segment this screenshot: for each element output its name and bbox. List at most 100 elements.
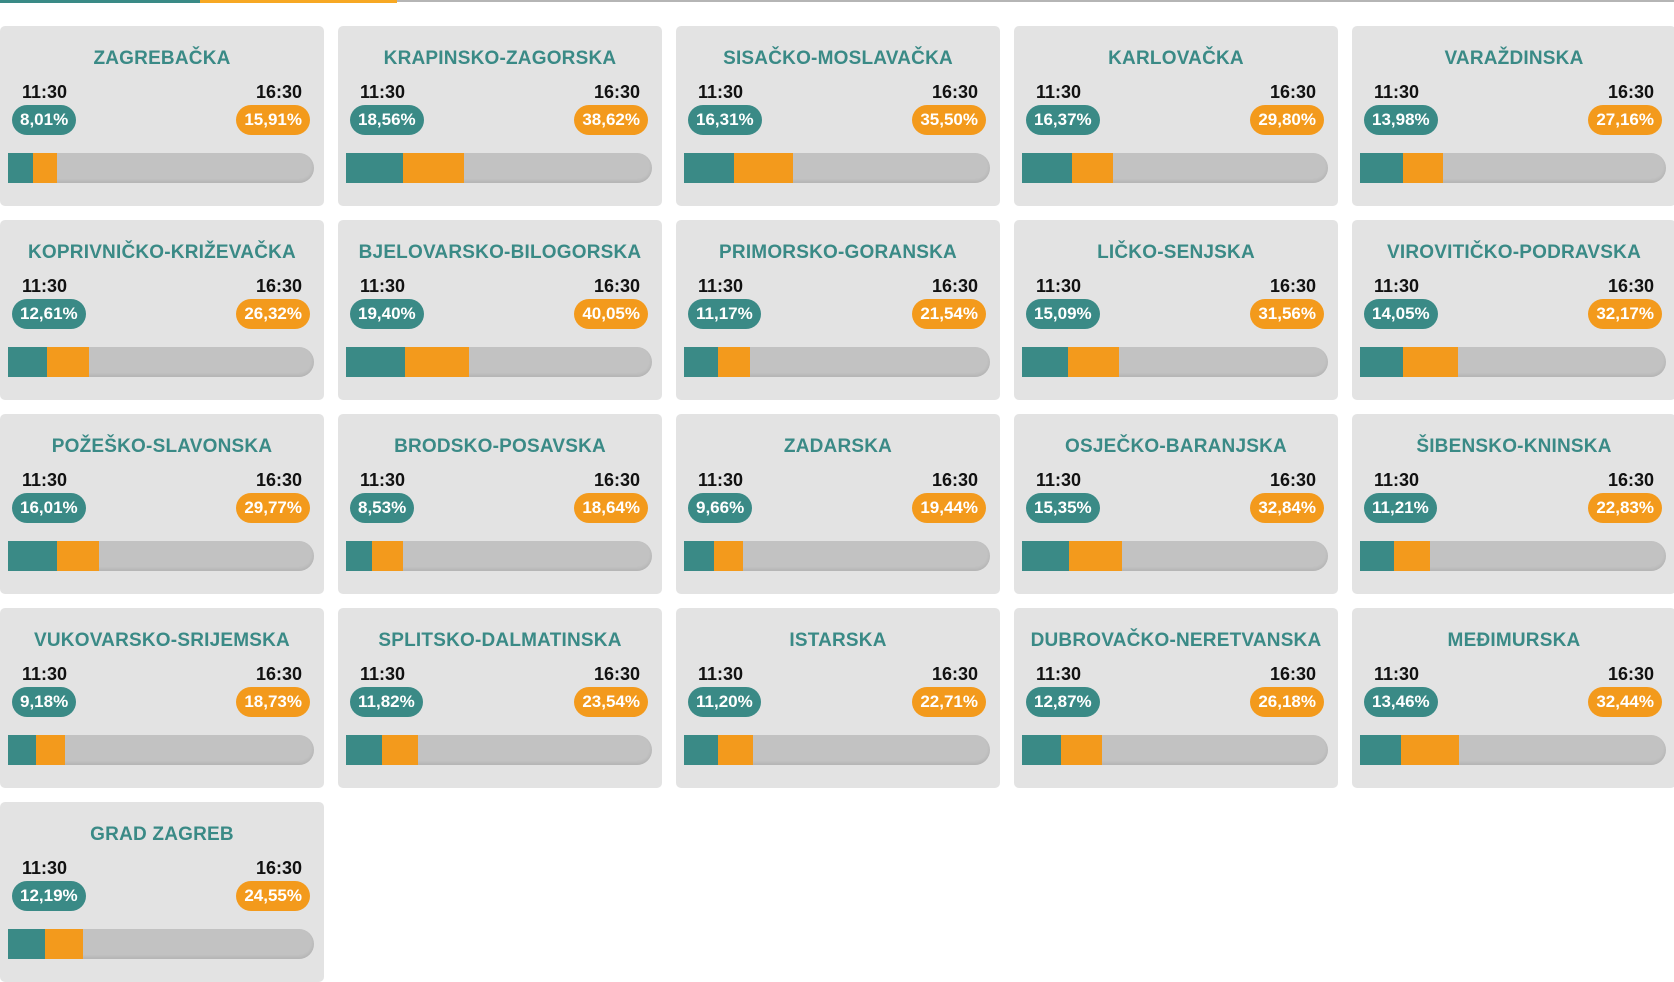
county-name: POŽEŠKO-SLAVONSKA xyxy=(51,436,273,457)
county-card: KRAPINSKO-ZAGORSKA 11:30 16:30 18,56% 38… xyxy=(338,26,662,206)
turnout-badge-early: 12,87% xyxy=(1026,687,1100,717)
turnout-bar-early xyxy=(8,929,46,959)
county-name: KARLOVAČKA xyxy=(1108,48,1244,69)
time-label-early: 11:30 xyxy=(22,82,68,102)
time-label-late: 16:30 xyxy=(1269,664,1316,684)
county-card: VIROVITIČKO-PODRAVSKA 11:30 16:30 14,05%… xyxy=(1352,220,1674,400)
time-label-early: 11:30 xyxy=(22,276,68,296)
turnout-bar-early xyxy=(1022,541,1069,571)
county-name: DUBROVAČKO-NERETVANSKA xyxy=(1030,630,1322,651)
time-label-late: 16:30 xyxy=(931,276,978,296)
turnout-badge-early: 14,05% xyxy=(1364,299,1438,329)
turnout-progress-bar xyxy=(1360,347,1666,377)
time-label-early: 11:30 xyxy=(1036,664,1082,684)
turnout-progress-bar xyxy=(684,153,990,183)
time-label-early: 11:30 xyxy=(698,276,744,296)
turnout-bar-early xyxy=(346,153,403,183)
county-card: LIČKO-SENJSKA 11:30 16:30 15,09% 31,56% xyxy=(1014,220,1338,400)
turnout-badge-late: 40,05% xyxy=(574,299,648,329)
county-card: KARLOVAČKA 11:30 16:30 16,37% 29,80% xyxy=(1014,26,1338,206)
turnout-badge-early: 9,18% xyxy=(12,687,77,717)
turnout-progress-bar xyxy=(8,153,314,183)
turnout-progress-bar xyxy=(684,541,990,571)
time-label-early: 11:30 xyxy=(360,276,406,296)
turnout-badge-early: 18,56% xyxy=(350,105,424,135)
time-label-late: 16:30 xyxy=(593,470,640,490)
turnout-badge-late: 26,32% xyxy=(236,299,310,329)
county-name: KRAPINSKO-ZAGORSKA xyxy=(383,48,617,69)
turnout-progress-bar xyxy=(1022,735,1328,765)
time-label-early: 11:30 xyxy=(1036,82,1082,102)
county-name: VUKOVARSKO-SRIJEMSKA xyxy=(34,630,290,651)
turnout-progress-bar xyxy=(1360,541,1666,571)
turnout-badge-early: 11,17% xyxy=(688,299,761,329)
time-label-early: 11:30 xyxy=(1036,276,1082,296)
turnout-bar-early xyxy=(346,735,383,765)
county-name: VARAŽDINSKA xyxy=(1444,48,1584,69)
county-card: POŽEŠKO-SLAVONSKA 11:30 16:30 16,01% 29,… xyxy=(0,414,324,594)
turnout-bar-early xyxy=(8,735,37,765)
turnout-progress-bar xyxy=(1022,347,1328,377)
time-label-late: 16:30 xyxy=(1269,470,1316,490)
county-name: BJELOVARSKO-BILOGORSKA xyxy=(358,242,642,263)
turnout-bar-early xyxy=(1022,153,1073,183)
turnout-progress-bar xyxy=(8,347,314,377)
time-label-late: 16:30 xyxy=(1607,276,1654,296)
county-name: LIČKO-SENJSKA xyxy=(1097,242,1255,263)
county-turnout-grid: ZAGREBAČKA 11:30 16:30 8,01% 15,91% KRAP… xyxy=(0,26,1674,982)
turnout-badge-late: 23,54% xyxy=(574,687,648,717)
county-card: SPLITSKO-DALMATINSKA 11:30 16:30 11,82% … xyxy=(338,608,662,788)
turnout-progress-bar xyxy=(346,153,652,183)
turnout-bar-early xyxy=(684,347,719,377)
turnout-progress-bar xyxy=(1022,541,1328,571)
time-label-early: 11:30 xyxy=(22,858,68,878)
county-name: ZADARSKA xyxy=(783,436,893,457)
turnout-badge-early: 13,46% xyxy=(1364,687,1438,717)
turnout-badge-early: 8,01% xyxy=(12,105,77,135)
turnout-badge-late: 32,84% xyxy=(1250,493,1324,523)
county-card: PRIMORSKO-GORANSKA 11:30 16:30 11,17% 21… xyxy=(676,220,1000,400)
time-label-late: 16:30 xyxy=(1269,276,1316,296)
county-card: GRAD ZAGREB 11:30 16:30 12,19% 24,55% xyxy=(0,802,324,982)
time-label-late: 16:30 xyxy=(931,664,978,684)
turnout-bar-early xyxy=(1360,347,1403,377)
turnout-bar-early xyxy=(1022,735,1062,765)
county-name: ISTARSKA xyxy=(789,630,887,651)
turnout-badge-early: 11,20% xyxy=(688,687,761,717)
county-card: ŠIBENSKO-KNINSKA 11:30 16:30 11,21% 22,8… xyxy=(1352,414,1674,594)
turnout-badge-late: 15,91% xyxy=(236,105,310,135)
top-accent-orange xyxy=(200,0,397,3)
turnout-badge-late: 27,16% xyxy=(1588,105,1662,135)
turnout-bar-early xyxy=(8,347,47,377)
county-name: BRODSKO-POSAVSKA xyxy=(394,436,606,457)
turnout-bar-early xyxy=(684,541,714,571)
county-card: KOPRIVNIČKO-KRIŽEVAČKA 11:30 16:30 12,61… xyxy=(0,220,324,400)
turnout-badge-early: 16,31% xyxy=(688,105,762,135)
turnout-progress-bar xyxy=(684,347,990,377)
county-name: VIROVITIČKO-PODRAVSKA xyxy=(1386,242,1642,263)
turnout-progress-bar xyxy=(8,929,314,959)
turnout-progress-bar xyxy=(346,735,652,765)
county-card: DUBROVAČKO-NERETVANSKA 11:30 16:30 12,87… xyxy=(1014,608,1338,788)
county-card: BRODSKO-POSAVSKA 11:30 16:30 8,53% 18,64… xyxy=(338,414,662,594)
time-label-early: 11:30 xyxy=(360,470,406,490)
turnout-badge-late: 31,56% xyxy=(1250,299,1324,329)
county-card: SISAČKO-MOSLAVAČKA 11:30 16:30 16,31% 35… xyxy=(676,26,1000,206)
time-label-late: 16:30 xyxy=(593,82,640,102)
turnout-badge-early: 16,01% xyxy=(12,493,86,523)
turnout-progress-bar xyxy=(8,541,314,571)
time-label-late: 16:30 xyxy=(255,276,302,296)
time-label-early: 11:30 xyxy=(698,470,744,490)
turnout-badge-early: 11,21% xyxy=(1364,493,1437,523)
turnout-progress-bar xyxy=(1022,153,1328,183)
time-label-early: 11:30 xyxy=(360,664,406,684)
turnout-badge-late: 21,54% xyxy=(912,299,986,329)
turnout-badge-early: 15,35% xyxy=(1026,493,1100,523)
time-label-late: 16:30 xyxy=(931,470,978,490)
turnout-bar-early xyxy=(8,541,57,571)
county-name: SPLITSKO-DALMATINSKA xyxy=(378,630,622,651)
county-card: VUKOVARSKO-SRIJEMSKA 11:30 16:30 9,18% 1… xyxy=(0,608,324,788)
turnout-progress-bar xyxy=(346,347,652,377)
county-card: MEĐIMURSKA 11:30 16:30 13,46% 32,44% xyxy=(1352,608,1674,788)
turnout-bar-early xyxy=(346,347,406,377)
